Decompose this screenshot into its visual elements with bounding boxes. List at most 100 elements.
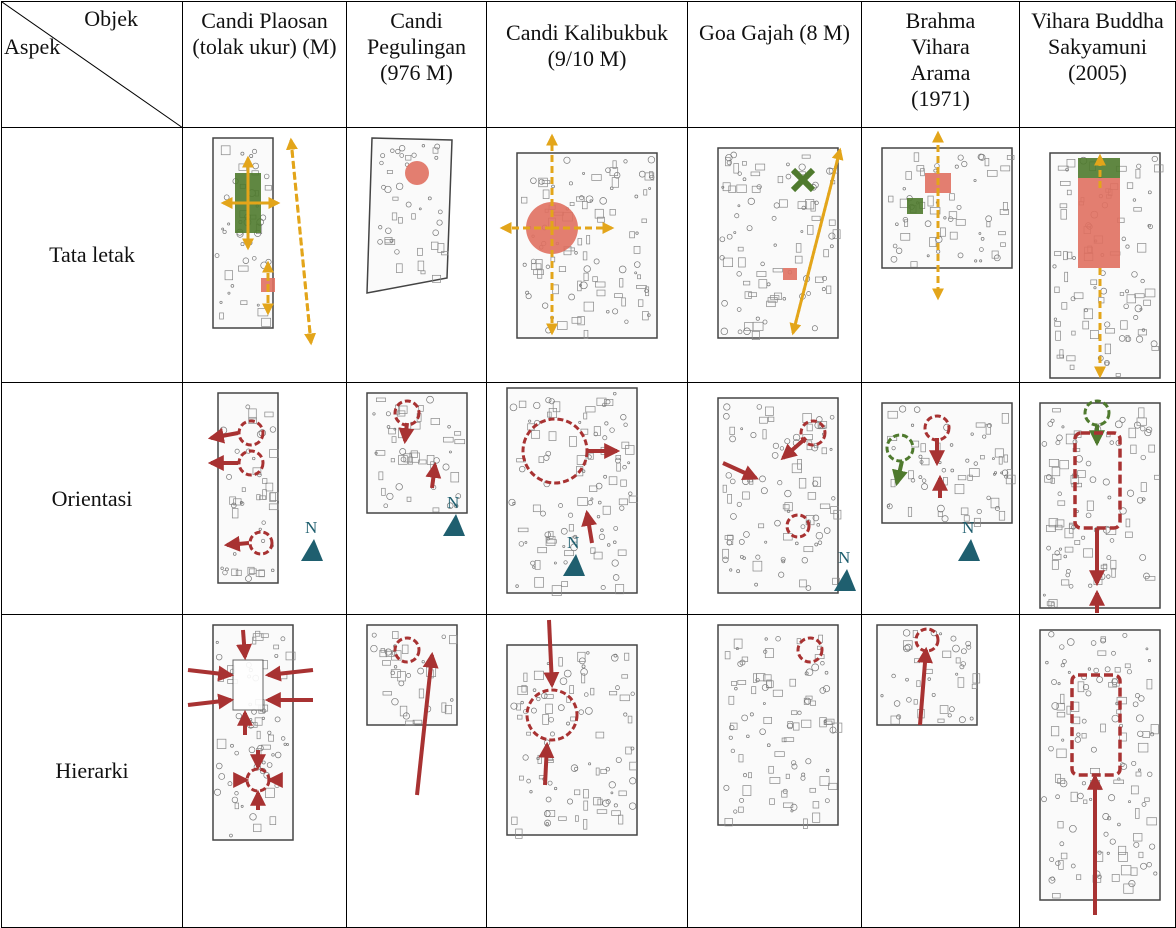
arrow [917, 646, 933, 726]
plan-detail [256, 730, 261, 740]
plan-detail [1125, 531, 1133, 538]
plan-detail [957, 677, 965, 688]
plan-detail [596, 289, 606, 297]
plan-detail [1085, 460, 1092, 467]
plan-detail [432, 507, 440, 513]
plan-detail [1057, 491, 1062, 496]
plan-detail [736, 184, 747, 193]
plan-detail [772, 268, 783, 273]
plan-detail [249, 813, 257, 821]
plan-detail [219, 300, 223, 304]
plan-detail [986, 495, 991, 501]
arrow [425, 461, 442, 489]
plan-detail [1089, 797, 1093, 801]
plan-detail [526, 778, 531, 784]
plan-detail [1054, 286, 1060, 293]
plan-detail [1100, 636, 1107, 643]
plan-detail [731, 681, 738, 686]
plan-detail [536, 696, 541, 702]
plan-detail [561, 581, 568, 587]
plan-detail [397, 671, 406, 682]
plan-detail [1151, 346, 1160, 351]
plan-detail [1123, 303, 1129, 309]
plan-detail [1126, 182, 1134, 189]
plan-detail [1118, 845, 1127, 855]
plan-detail [728, 695, 735, 705]
plan-detail [906, 697, 912, 703]
plan-detail [583, 329, 589, 339]
plan-cell [687, 614, 862, 928]
plan-detail [948, 706, 955, 713]
plan-detail [1108, 794, 1116, 802]
plan-detail [755, 677, 760, 683]
plan-detail [647, 156, 656, 164]
plan-detail [1139, 554, 1147, 561]
plan-detail [1117, 822, 1121, 827]
plan-detail [609, 209, 616, 216]
plan-detail [805, 695, 813, 700]
plan-detail [807, 492, 817, 500]
plan-detail [268, 503, 279, 511]
plan-detail [426, 395, 434, 404]
plan-detail [810, 700, 816, 706]
plan-detail [589, 199, 593, 203]
plan-detail [230, 284, 235, 288]
plan-detail [269, 816, 277, 825]
plan-detail [824, 798, 830, 804]
plan-detail [1054, 550, 1060, 556]
north-label: N [447, 493, 459, 512]
plan-detail [762, 702, 766, 705]
zone [1078, 158, 1120, 178]
plan-detail [774, 519, 781, 527]
plan-detail [1057, 778, 1066, 784]
plan-detail [575, 815, 579, 822]
plan-detail [644, 172, 655, 181]
plan-detail [545, 536, 556, 546]
plan-detail [726, 233, 733, 240]
plan-detail [765, 406, 774, 416]
plan-detail [509, 403, 518, 412]
plan-detail [569, 202, 575, 206]
plan-outline [217, 392, 279, 584]
focus-circle [525, 688, 579, 742]
plan-detail [821, 287, 826, 292]
plan-detail [913, 152, 920, 162]
plan-detail [753, 673, 757, 683]
plan-detail [772, 442, 780, 449]
plan-detail [1148, 444, 1156, 453]
corner-cell: Objek Aspek [1, 1, 183, 128]
plan-detail [1046, 545, 1052, 551]
plan-detail [1146, 679, 1153, 690]
plan-detail [1103, 831, 1109, 837]
plan-detail [766, 282, 771, 287]
plan-detail [821, 275, 828, 282]
plan-detail [736, 569, 741, 574]
plan-detail [427, 196, 432, 201]
plan-detail [1057, 500, 1066, 506]
plan-detail [599, 197, 607, 205]
plan-detail [798, 163, 806, 171]
plan-detail [1147, 771, 1153, 777]
plan-detail [583, 272, 589, 281]
plan-detail [1141, 497, 1146, 502]
corner-top: Objek [84, 6, 138, 31]
plan-detail [737, 329, 743, 335]
plan-detail [1147, 658, 1151, 663]
plan-detail [515, 584, 519, 588]
plan-detail [600, 768, 607, 774]
plan-detail [593, 797, 602, 806]
plan-detail [823, 527, 831, 534]
plan-detail [1132, 701, 1139, 708]
plan-detail [597, 500, 602, 505]
plan-detail [238, 265, 249, 272]
plan-detail [1136, 417, 1147, 426]
plan-detail [969, 716, 974, 721]
plan-detail [441, 251, 449, 256]
plan-detail [531, 707, 537, 714]
plan-detail [611, 810, 621, 816]
plan-detail [1143, 299, 1151, 306]
plan-detail [606, 309, 610, 314]
plan-detail [532, 688, 537, 692]
plan-detail [579, 195, 584, 201]
plan-detail [240, 151, 245, 156]
